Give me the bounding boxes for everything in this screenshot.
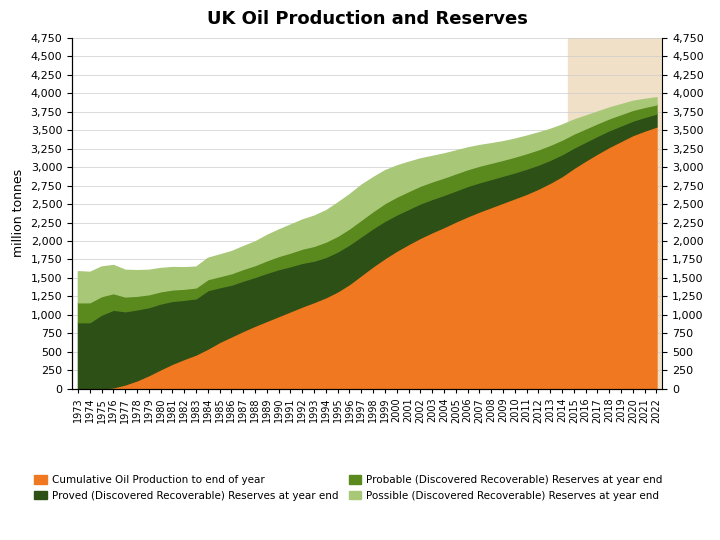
Bar xyxy=(568,38,662,389)
Title: UK Oil Production and Reserves: UK Oil Production and Reserves xyxy=(207,10,528,28)
Y-axis label: million tonnes: million tonnes xyxy=(12,169,25,258)
Legend: Cumulative Oil Production to end of year, Proved (Discovered Recoverable) Reserv: Cumulative Oil Production to end of year… xyxy=(30,471,667,505)
